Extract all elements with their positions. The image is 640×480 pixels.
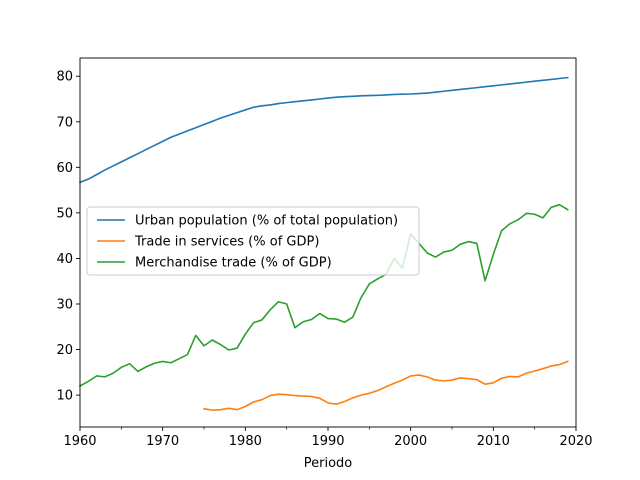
y-tick-label: 20: [56, 343, 73, 358]
series-line-0: [78, 76, 569, 184]
legend-entry-1: Trade in services (% of GDP): [134, 235, 319, 250]
y-tick-label: 70: [56, 115, 73, 130]
y-tick-label: 30: [56, 298, 73, 313]
x-tick-label: 1970: [146, 434, 179, 449]
x-axis: 1960 1970 1980 1990 2000 2010 2020: [63, 427, 593, 449]
y-tick-label: 80: [56, 70, 73, 85]
x-tick-label: 2000: [394, 434, 427, 449]
x-tick-label: 1980: [229, 434, 262, 449]
series-line-1: [203, 360, 569, 411]
legend: Urban population (% of total population)…: [86, 206, 420, 276]
y-tick-label: 10: [56, 389, 73, 404]
legend-entry-0: Urban population (% of total population): [135, 214, 398, 229]
x-tick-label: 1990: [311, 434, 344, 449]
x-tick-label: 2020: [559, 434, 592, 449]
series-layer: [78, 76, 569, 411]
y-axis: 10 20 30 40 50 60 70 80: [56, 70, 80, 404]
legend-box: [86, 206, 420, 276]
series-line-2: [78, 203, 569, 388]
y-tick-label: 60: [56, 161, 73, 176]
x-axis-label: Periodo: [304, 456, 353, 471]
x-tick-label: 2010: [477, 434, 510, 449]
legend-entry-2: Merchandise trade (% of GDP): [135, 256, 332, 271]
y-tick-label: 40: [56, 252, 73, 267]
y-tick-label: 50: [56, 206, 73, 221]
x-tick-label: 1960: [63, 434, 96, 449]
